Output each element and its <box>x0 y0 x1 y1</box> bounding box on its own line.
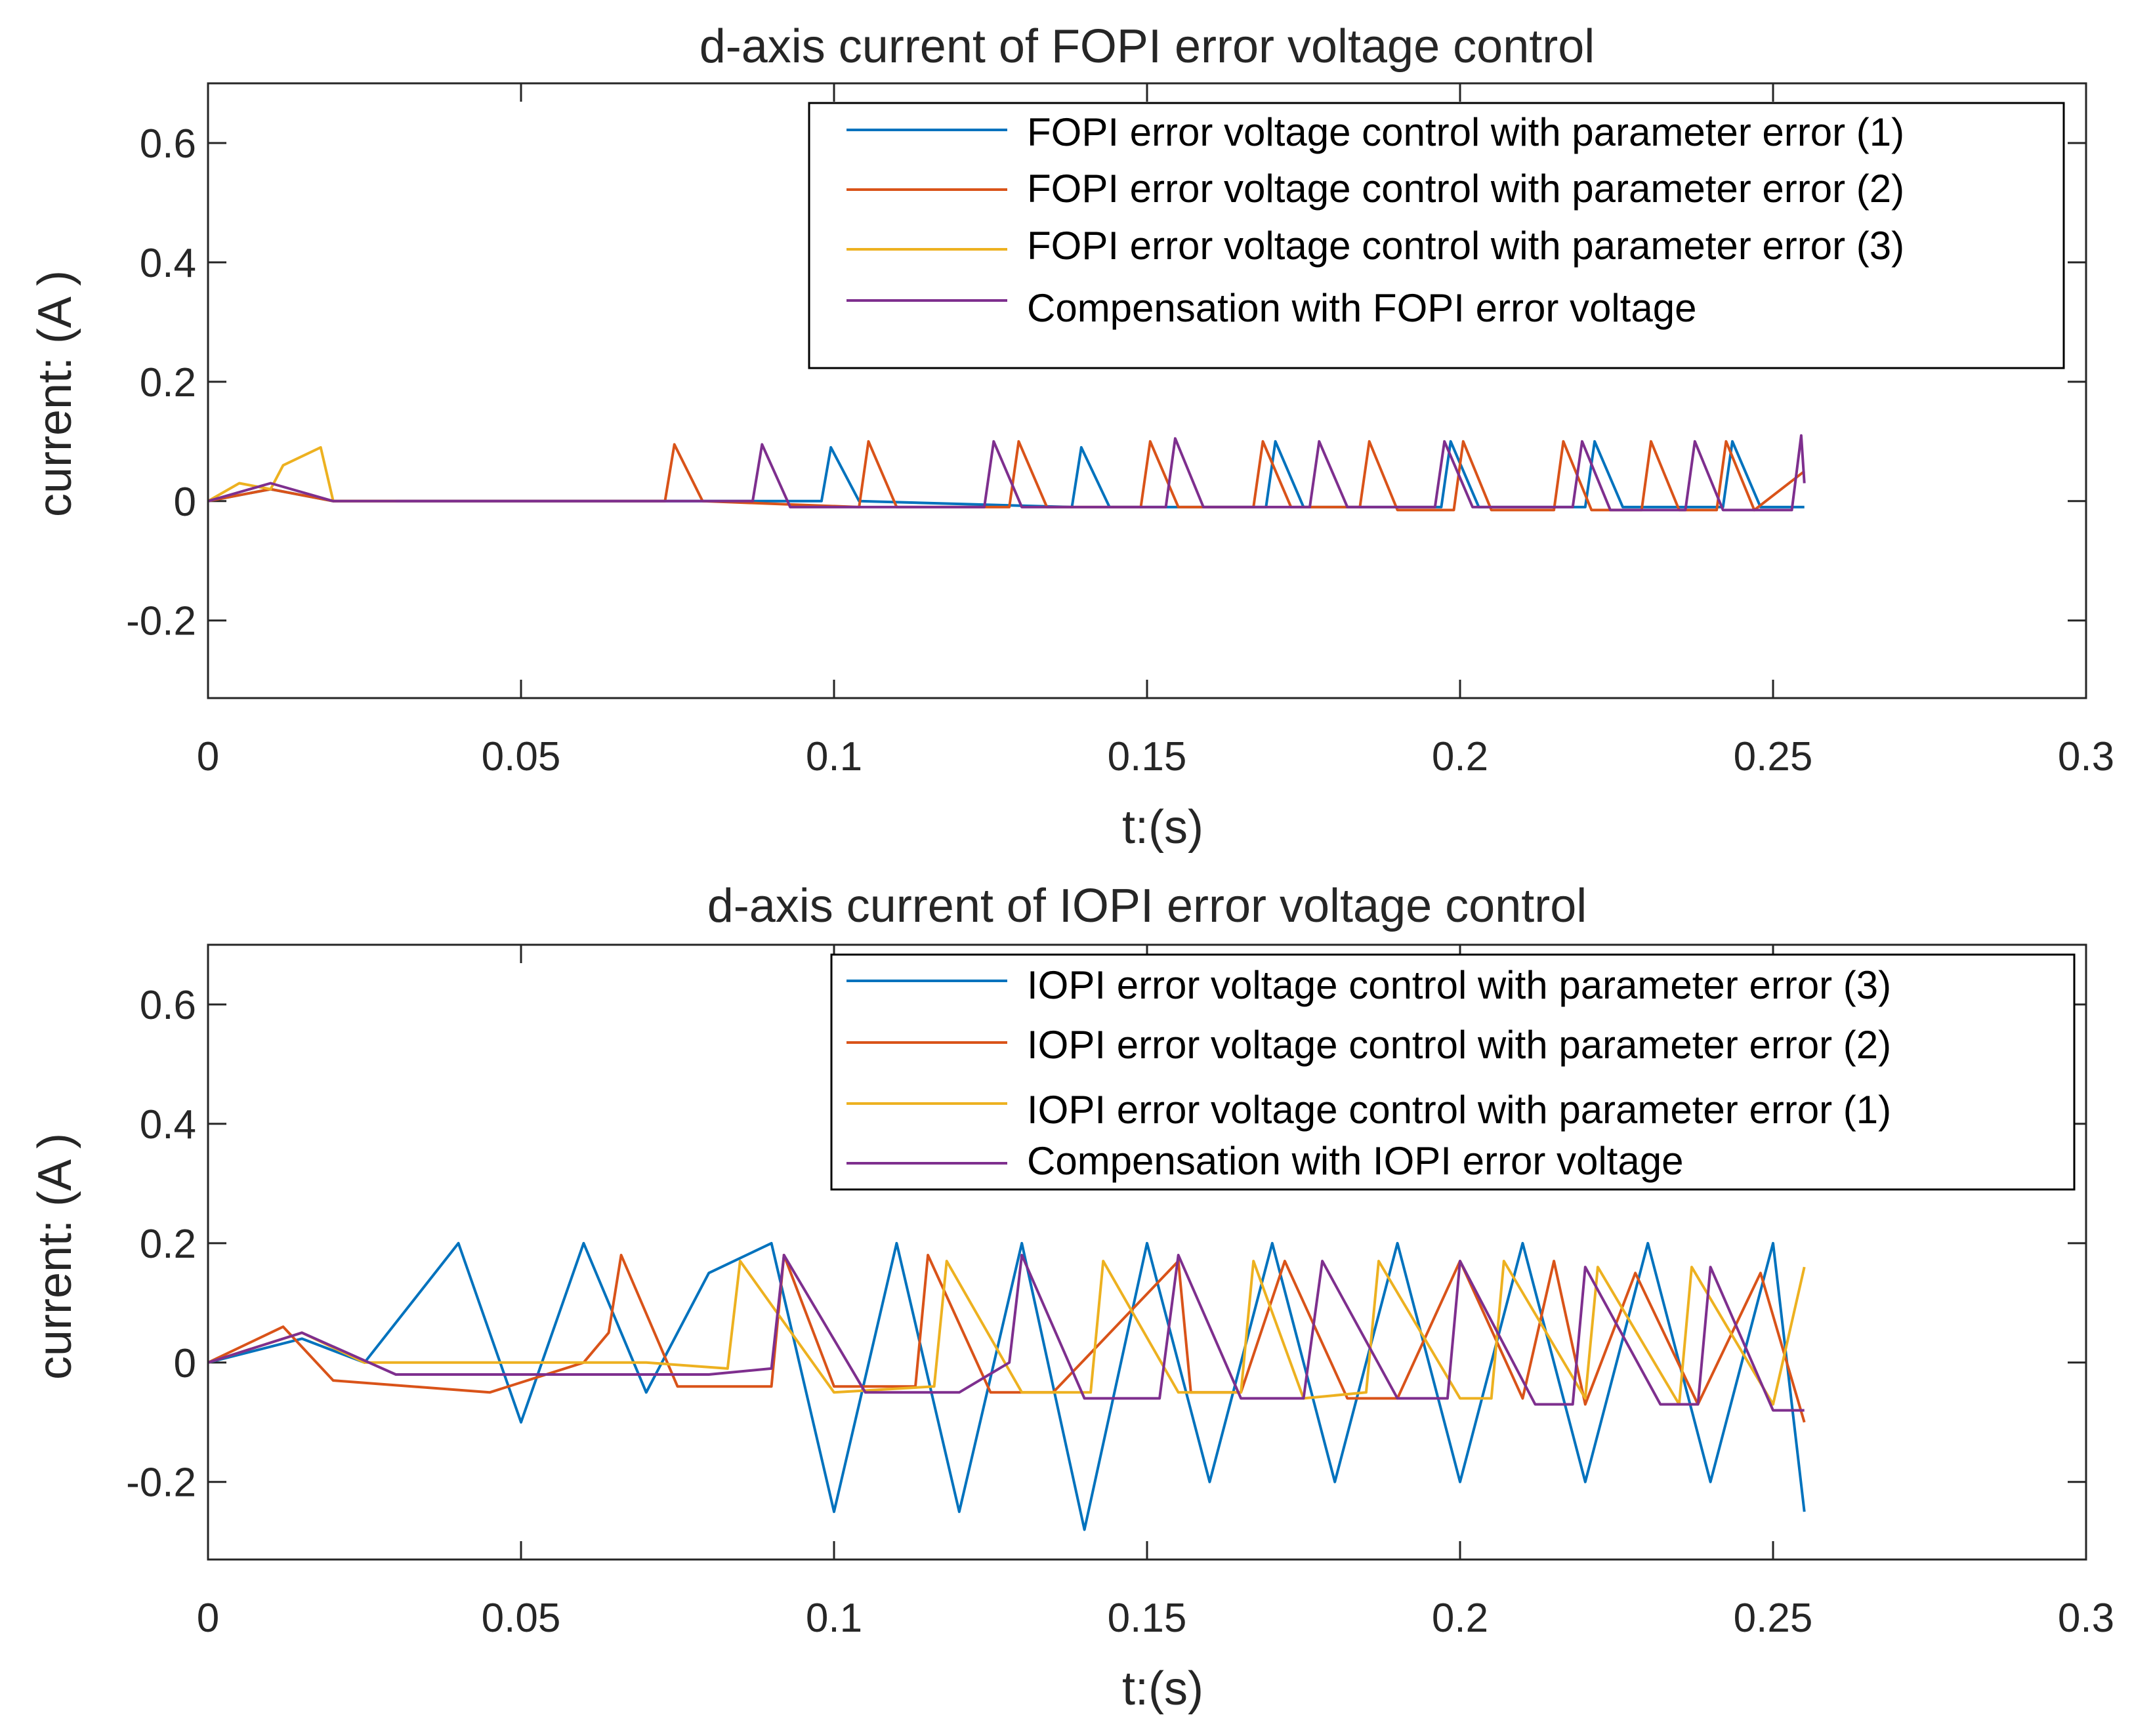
y-tick-label: -0.2 <box>126 1460 196 1506</box>
x-tick-label: 0.25 <box>1734 734 1813 779</box>
chart-title: d-axis current of IOPI error voltage con… <box>707 880 1587 932</box>
y-tick-label: 0.6 <box>140 121 196 167</box>
series-group <box>208 1241 1806 1531</box>
legend-box <box>808 102 2065 369</box>
y-tick-labels: -0.2 0 0.2 0.4 0.6 <box>126 121 196 644</box>
legend-label-2: FOPI error voltage control with paramete… <box>1027 224 1904 268</box>
chart-title: d-axis current of FOPI error voltage con… <box>700 20 1595 73</box>
y-tick-label: 0.4 <box>140 241 196 286</box>
x-axis-label: t:(s) <box>1122 801 1203 854</box>
x-tick-label: 0.2 <box>1432 1596 1488 1641</box>
legend-label-2: IOPI error voltage control with paramete… <box>1027 1088 1891 1132</box>
y-tick-labels: -0.2 0 0.2 0.4 0.6 <box>126 983 196 1506</box>
chart-iopi: d-axis current of IOPI error voltage con… <box>29 880 2114 1715</box>
legend: FOPI error voltage control with paramete… <box>808 102 2065 369</box>
x-tick-labels: 0 0.05 0.1 0.15 0.2 0.25 0.3 <box>197 1596 2114 1641</box>
legend-label-3: Compensation with FOPI error voltage <box>1027 286 1696 330</box>
x-tick-label: 0.3 <box>2058 1596 2114 1641</box>
legend-label-3: Compensation with IOPI error voltage <box>1027 1139 1683 1183</box>
x-tick-label: 0.1 <box>806 734 862 779</box>
y-axis-label: current: (A ) <box>29 1133 81 1380</box>
x-tick-label: 0.25 <box>1734 1596 1813 1641</box>
x-tick-label: 0 <box>197 1596 219 1641</box>
legend-label-1: FOPI error voltage control with paramete… <box>1027 167 1904 211</box>
y-tick-label: -0.2 <box>126 599 196 644</box>
x-tick-label: 0.15 <box>1108 734 1187 779</box>
series-line-1 <box>208 1254 1806 1423</box>
series-line-0 <box>208 440 1805 508</box>
y-tick-label: 0.6 <box>140 983 196 1028</box>
x-tick-label: 0.05 <box>482 1596 561 1641</box>
legend: IOPI error voltage control with paramete… <box>830 953 2076 1191</box>
x-tick-label: 0.15 <box>1108 1596 1187 1641</box>
y-tick-label: 0 <box>174 1341 196 1386</box>
chart-fopi: d-axis current of FOPI error voltage con… <box>29 20 2114 854</box>
x-tick-label: 0.1 <box>806 1596 862 1641</box>
x-tick-label: 0.05 <box>482 734 561 779</box>
legend-label-0: IOPI error voltage control with paramete… <box>1027 963 1891 1007</box>
y-tick-label: 0.2 <box>140 1222 196 1267</box>
x-tick-labels: 0 0.05 0.1 0.15 0.2 0.25 0.3 <box>197 734 2114 779</box>
y-tick-label: 0.4 <box>140 1102 196 1147</box>
series-line-2 <box>208 1260 1806 1406</box>
series-line-0 <box>208 1241 1806 1531</box>
legend-label-0: FOPI error voltage control with paramete… <box>1027 110 1904 154</box>
x-tick-label: 0 <box>197 734 219 779</box>
axes-box <box>207 943 2087 1561</box>
series-group <box>208 434 1806 512</box>
series-line-3 <box>208 1254 1805 1412</box>
y-tick-label: 0.2 <box>140 360 196 405</box>
y-axis-label: current: (A ) <box>29 270 81 517</box>
axes-box <box>207 82 2087 699</box>
x-tick-label: 0.3 <box>2058 734 2114 779</box>
y-tick-label: 0 <box>174 480 196 525</box>
series-line-3 <box>208 434 1806 512</box>
series-line-1 <box>208 440 1805 512</box>
x-tick-label: 0.2 <box>1432 734 1488 779</box>
legend-label-1: IOPI error voltage control with paramete… <box>1027 1023 1891 1067</box>
legend-box <box>830 953 2076 1191</box>
x-axis-label: t:(s) <box>1122 1663 1203 1715</box>
